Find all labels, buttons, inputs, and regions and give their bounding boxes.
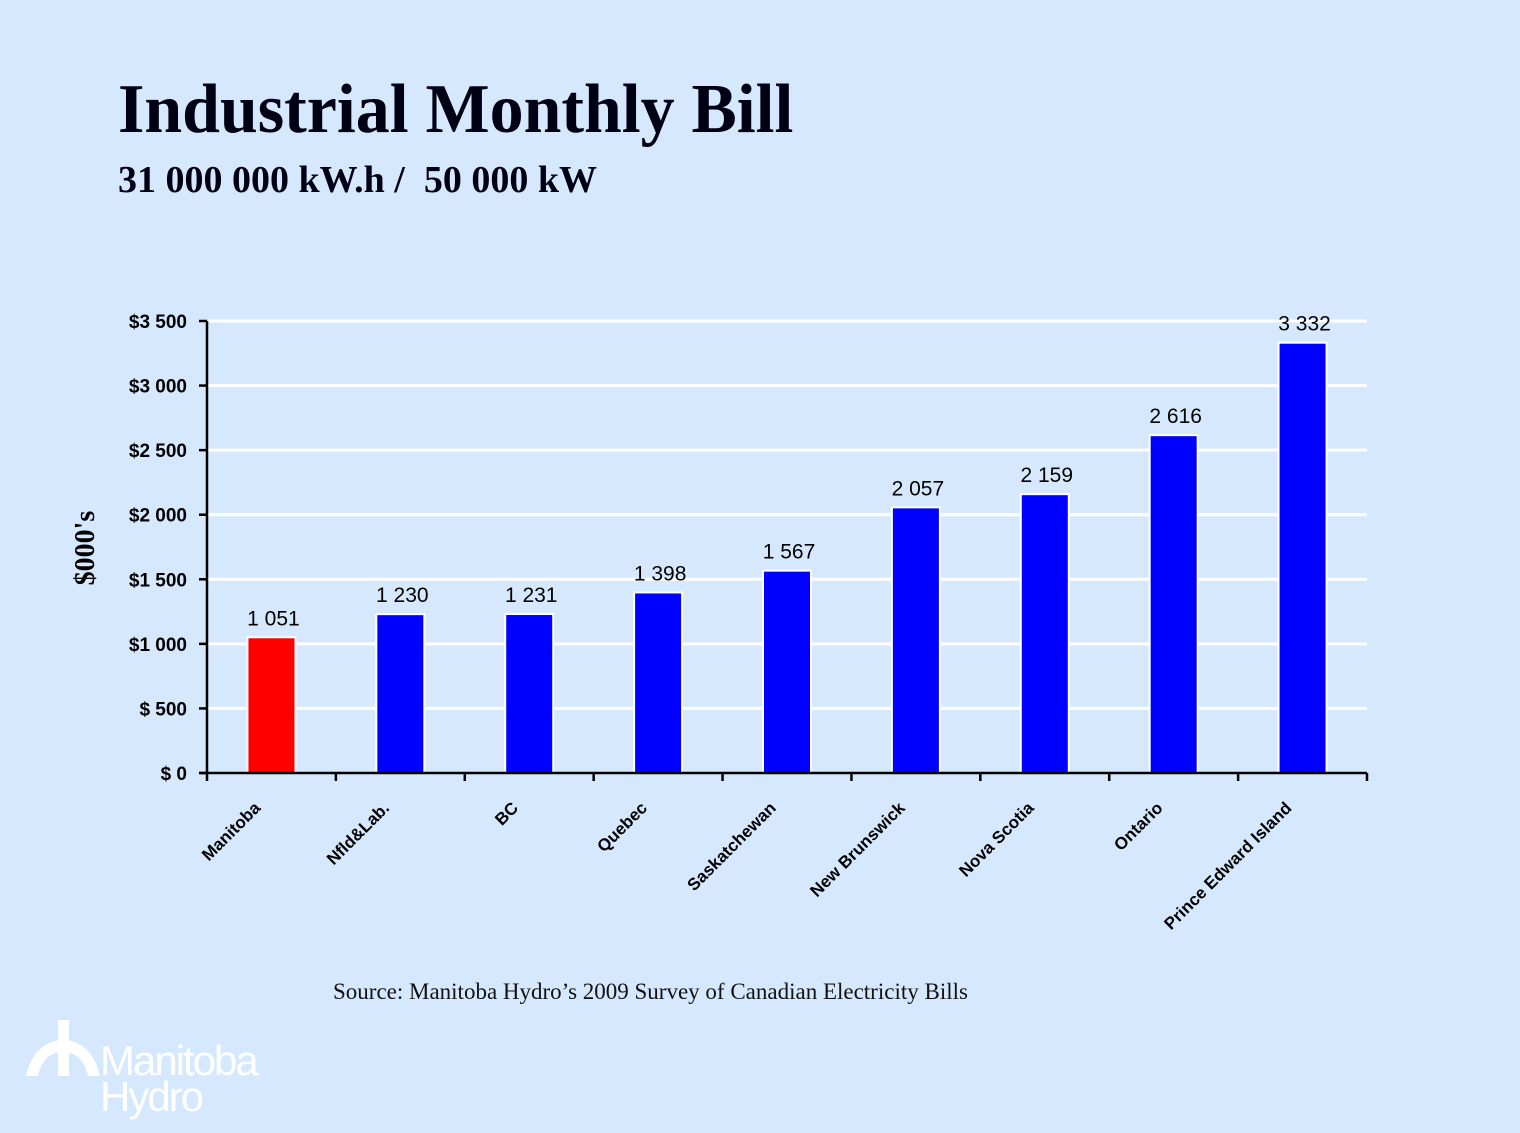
bar xyxy=(762,569,812,774)
manitoba-hydro-logo: Manitoba Hydro xyxy=(26,1018,316,1128)
axes xyxy=(199,319,1369,781)
data-label: 3 332 xyxy=(1278,313,1331,336)
x-tick-label: Manitoba xyxy=(198,798,265,865)
bars xyxy=(246,341,1328,775)
x-tick-label: Ontario xyxy=(1110,798,1166,854)
data-label: 1 051 xyxy=(247,607,300,630)
data-label: 1 398 xyxy=(634,562,687,585)
data-label: 2 057 xyxy=(892,477,945,500)
source-note: Source: Manitoba Hydro’s 2009 Survey of … xyxy=(333,979,968,1004)
y-tick-label: $3 000 xyxy=(129,377,187,398)
x-tick-label: Prince Edward Island xyxy=(1160,798,1295,933)
y-tick-label: $1 500 xyxy=(129,570,187,591)
x-tick-label: BC xyxy=(491,798,522,829)
x-tick-label: Quebec xyxy=(593,798,651,856)
manitoba-hydro-tower-icon xyxy=(26,1020,100,1076)
bar xyxy=(1019,493,1070,774)
bar xyxy=(504,613,555,774)
y-axis-title: $000's xyxy=(70,511,101,586)
logo-text-line1: Manitoba xyxy=(100,1037,259,1084)
data-label: 2 159 xyxy=(1020,464,1073,487)
y-tick-label: $2 500 xyxy=(129,441,187,462)
y-tick-label: $ 0 xyxy=(161,764,187,785)
bar xyxy=(890,506,941,774)
data-label: 1 230 xyxy=(376,584,429,607)
y-tick-label: $ 500 xyxy=(139,699,187,720)
data-label: 1 567 xyxy=(763,541,816,564)
x-tick-label: Nova Scotia xyxy=(955,798,1038,881)
bar xyxy=(633,591,684,775)
slide-subtitle: 31 000 000 kW.h / 50 000 kW xyxy=(118,159,597,201)
data-label: 1 231 xyxy=(505,584,558,607)
logo-text-line2: Hydro xyxy=(100,1073,204,1120)
x-tick-label: New Brunswick xyxy=(806,798,909,901)
data-label: 2 616 xyxy=(1149,405,1202,428)
x-tick-label: Nfld&Lab. xyxy=(323,798,393,868)
y-tick-label: $2 000 xyxy=(129,506,187,527)
x-tick-label: Saskatchewan xyxy=(684,798,780,894)
bar xyxy=(375,613,426,775)
slide-title: Industrial Monthly Bill xyxy=(118,71,794,148)
bar xyxy=(1277,341,1328,774)
bar xyxy=(1148,434,1199,774)
y-tick-label: $1 000 xyxy=(129,635,187,656)
bar-highlighted xyxy=(246,636,297,775)
y-tick-label: $3 500 xyxy=(129,312,187,333)
